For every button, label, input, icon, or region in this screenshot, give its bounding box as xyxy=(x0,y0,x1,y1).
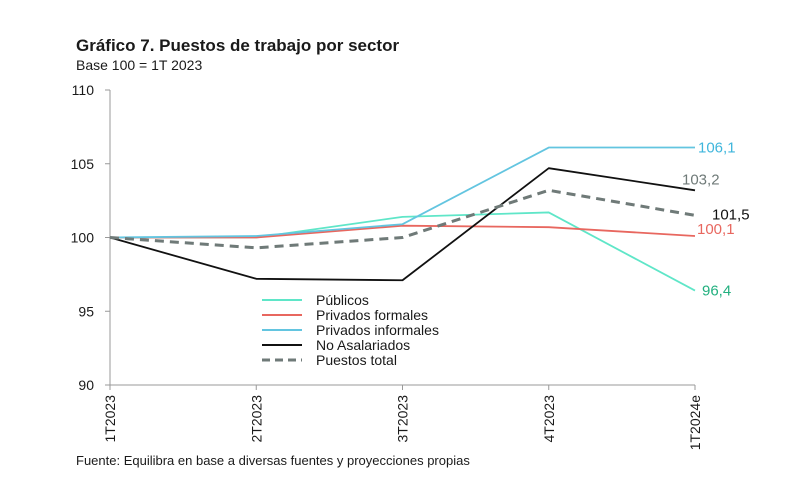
y-tick-label: 110 xyxy=(72,82,95,98)
x-tick-label: 3T2023 xyxy=(395,395,411,443)
y-tick-label: 90 xyxy=(78,377,94,393)
legend-item-label: No Asalariados xyxy=(316,337,410,353)
data-label: 106,1 xyxy=(698,140,736,157)
series-layer xyxy=(109,146,696,292)
chart-subtitle: Base 100 = 1T 2023 xyxy=(76,57,203,73)
data-label: 96,4 xyxy=(702,283,731,300)
x-tick-label: 4T2023 xyxy=(541,395,557,443)
y-tick-label: 95 xyxy=(78,303,94,319)
y-tick-label: 100 xyxy=(71,230,95,246)
data-label: 101,5 xyxy=(712,206,750,223)
series-line-puestos-total xyxy=(109,188,696,250)
chart-title: Gráfico 7. Puestos de trabajo por sector xyxy=(76,36,400,55)
x-tick-label: 1T2024e xyxy=(687,395,703,450)
legend-item-label: Privados formales xyxy=(316,307,428,323)
chart-source: Fuente: Equilibra en base a diversas fue… xyxy=(76,453,470,468)
x-tick-label: 1T2023 xyxy=(102,395,118,443)
x-tick-label: 2T2023 xyxy=(248,395,264,443)
series-line-privados-informales xyxy=(109,146,695,239)
end-labels-layer: 96,4 100,1 106,1 101,5 103,2 xyxy=(682,140,750,300)
legend-item-label: Puestos total xyxy=(316,352,397,368)
data-label: 100,1 xyxy=(697,221,735,238)
y-tick-label: 105 xyxy=(71,156,95,172)
legend-item-label: Privados informales xyxy=(316,322,439,338)
legend-item-label: Públicos xyxy=(316,292,369,308)
data-label: 103,2 xyxy=(682,171,720,188)
chart-axes: 90 95 100 105 110 1T2023 2T2023 3T2023 4T2023 1T2… xyxy=(71,82,703,450)
series-line-no-asalariados xyxy=(109,167,696,282)
series-line-privados-formales xyxy=(110,224,696,239)
